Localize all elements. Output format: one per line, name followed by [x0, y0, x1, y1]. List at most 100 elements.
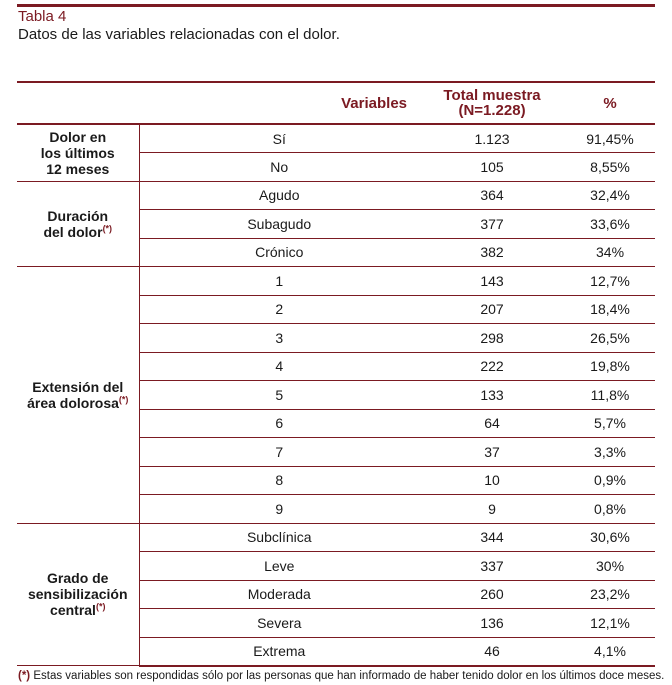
pain-variables-table: Variables Total muestra (N=1.228) % Dolo… [17, 81, 656, 667]
category-cell: 2 [139, 295, 420, 324]
group-label-line: Grado de [47, 570, 109, 587]
category-cell: Subclínica [139, 523, 420, 552]
group-label-line: sensibilización [27, 586, 128, 603]
percent-cell: 91,45% [565, 124, 656, 153]
count-cell: 136 [419, 608, 566, 638]
footnote-mark: (*) [18, 670, 31, 682]
asterisk-mark: (*) [102, 223, 113, 234]
group-label-line: Dolor en [49, 128, 107, 145]
table-row: Extensión del área dolorosa(*) 1 143 12,7% [17, 266, 656, 524]
category-cell: No [139, 152, 420, 182]
table-row: Crónico 382 34% [17, 238, 656, 267]
category-cell: 4 [139, 352, 420, 381]
table-row: Leve 337 30% [17, 551, 656, 581]
table-row: Moderada 260 23,2% [17, 580, 656, 609]
category-cell: Crónico [139, 238, 420, 267]
percent-cell: 12,7% [565, 266, 656, 296]
table-row: 6 64 5,7% [17, 409, 656, 438]
percent-cell: 5,7% [565, 409, 656, 438]
table-row: No 105 8,55% [17, 152, 656, 182]
group-label: Dolor en los últimos 12 meses [17, 124, 140, 182]
header-total-line2: (N=1.228) [458, 102, 526, 119]
table-row: 8 10 0,9% [17, 466, 656, 495]
percent-cell: 3,3% [565, 437, 656, 467]
group-label-line: los últimos [40, 144, 115, 161]
asterisk-mark: (*) [118, 394, 129, 405]
category-cell: Agudo [139, 181, 420, 210]
percent-cell: 30,6% [565, 523, 656, 552]
category-cell: Moderada [139, 580, 420, 609]
count-cell: 133 [419, 380, 566, 410]
category-cell: 3 [139, 323, 420, 353]
table-row: 7 37 3,3% [17, 437, 656, 467]
table-body: Dolor en los últimos 12 meses Sí 1.123 91,45%… [17, 124, 656, 667]
count-cell: 10 [419, 466, 566, 495]
count-cell: 382 [419, 238, 566, 267]
table-row: 2 207 18,4% [17, 295, 656, 324]
category-cell: 5 [139, 380, 420, 410]
header-variables: Variables [17, 81, 420, 125]
percent-cell: 33,6% [565, 209, 656, 239]
group-label: Duración del dolor(*) [17, 181, 140, 267]
table-row: Subagudo 377 33,6% [17, 209, 656, 239]
percent-cell: 18,4% [565, 295, 656, 324]
category-cell: Sí [139, 124, 420, 153]
group-label-line: área dolorosa [27, 394, 119, 411]
count-cell: 64 [419, 409, 566, 438]
table-row: 4 222 19,8% [17, 352, 656, 381]
count-cell: 46 [419, 637, 566, 667]
percent-cell: 8,55% [565, 152, 656, 182]
group-label: Extensión del área dolorosa(*) [17, 266, 140, 524]
table-row: 3 298 26,5% [17, 323, 656, 353]
count-cell: 105 [419, 152, 566, 182]
table-row: Dolor en los últimos 12 meses Sí 1.123 91,45% [17, 124, 656, 182]
category-cell: 8 [139, 466, 420, 495]
count-cell: 207 [419, 295, 566, 324]
count-cell: 222 [419, 352, 566, 381]
percent-cell: 4,1% [565, 637, 656, 667]
count-cell: 377 [419, 209, 566, 239]
table-row: Severa 136 12,1% [17, 608, 656, 638]
header-percent: % [565, 81, 656, 125]
group-label: Grado de sensibilización central(*) [17, 523, 140, 666]
percent-cell: 11,8% [565, 380, 656, 410]
count-cell: 143 [419, 266, 566, 296]
count-cell: 298 [419, 323, 566, 353]
count-cell: 364 [419, 181, 566, 210]
table-row: 9 9 0,8% [17, 494, 656, 524]
header-total: Total muestra (N=1.228) [419, 81, 566, 125]
table-row: Extrema 46 4,1% [17, 637, 656, 667]
count-cell: 37 [419, 437, 566, 467]
count-cell: 9 [419, 494, 566, 524]
count-cell: 260 [419, 580, 566, 609]
table-row: 5 133 11,8% [17, 380, 656, 410]
top-rule [17, 4, 655, 7]
table-row: Grado de sensibilización central(*) Subclín… [17, 523, 656, 666]
category-cell: 6 [139, 409, 420, 438]
category-cell: Subagudo [139, 209, 420, 239]
percent-cell: 0,8% [565, 494, 656, 524]
table-row: Duración del dolor(*) Agudo 364 32,4% [17, 181, 656, 267]
percent-cell: 30% [565, 551, 656, 581]
group-label-line: Duración [47, 207, 109, 224]
percent-cell: 26,5% [565, 323, 656, 353]
count-cell: 344 [419, 523, 566, 552]
category-cell: Extrema [139, 637, 420, 667]
group-label-line: 12 meses [46, 160, 110, 177]
count-cell: 1.123 [419, 124, 566, 153]
group-label-line: del dolor [43, 223, 103, 240]
category-cell: 1 [139, 266, 420, 296]
table-number: Tabla 4 [18, 8, 67, 25]
footnote-text: Estas variables son respondidas sólo por… [33, 670, 665, 682]
percent-cell: 23,2% [565, 580, 656, 609]
percent-cell: 32,4% [565, 181, 656, 210]
footnote: (*) Estas variables son respondidas sólo… [18, 670, 664, 682]
category-cell: 7 [139, 437, 420, 467]
count-cell: 337 [419, 551, 566, 581]
category-cell: 9 [139, 494, 420, 524]
percent-cell: 12,1% [565, 608, 656, 638]
group-label-line: central [50, 602, 96, 619]
group-label-line: Extensión del [32, 378, 124, 395]
percent-cell: 0,9% [565, 466, 656, 495]
header-total-line1: Total muestra [443, 87, 541, 104]
